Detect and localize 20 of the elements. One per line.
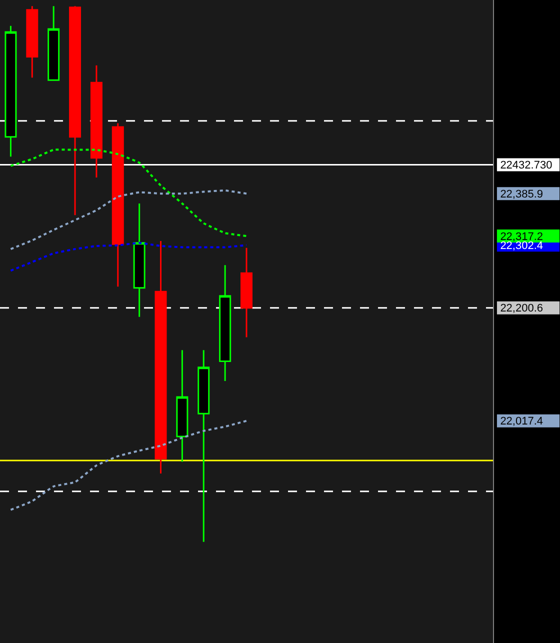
candlestick [90,64,102,178]
y-tick-label: 22,200.6 [500,302,544,315]
candlestick [48,5,60,81]
y-tick-label: 22,385.9 [500,188,544,200]
y-tick-label: 22432.730 [500,160,552,172]
candlestick [112,122,124,288]
candlestick [240,247,252,338]
candlestick [154,240,167,474]
candlestick [133,202,146,318]
candlestick [219,264,232,382]
candlestick [26,5,38,78]
line-series [10,148,248,237]
candlestick [4,25,17,158]
candlestick [69,5,82,216]
candlestick [176,349,188,462]
candlestick [198,349,210,543]
line-series [10,242,248,272]
line-series [10,420,248,511]
y-tick-label: 22,017.4 [500,416,544,428]
line-series [10,190,248,250]
